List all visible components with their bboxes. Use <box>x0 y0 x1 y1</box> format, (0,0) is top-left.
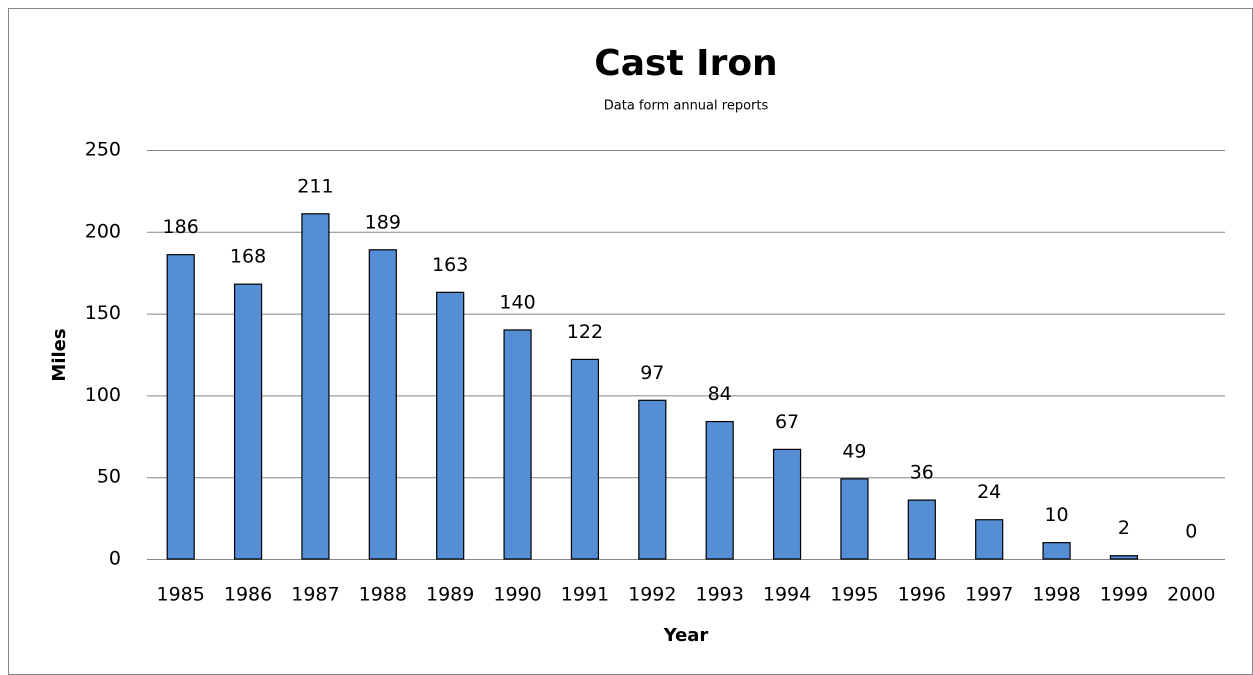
x-tick-label: 1998 <box>1032 584 1080 606</box>
bar <box>1042 542 1071 560</box>
bar <box>975 519 1004 560</box>
y-tick-label: 100 <box>85 384 121 406</box>
data-label: 0 <box>1185 521 1197 543</box>
bar <box>233 283 263 560</box>
x-tick-label: 1999 <box>1100 584 1148 606</box>
y-tick-label: 50 <box>97 466 121 488</box>
x-tick-label: 1995 <box>830 584 878 606</box>
data-label: 211 <box>297 175 333 197</box>
chart-border <box>8 8 1253 675</box>
x-tick-label: 1994 <box>763 584 811 606</box>
data-label: 122 <box>567 321 603 343</box>
bar <box>166 254 195 560</box>
bar <box>840 478 869 560</box>
data-label: 49 <box>842 440 866 462</box>
data-label: 24 <box>977 481 1001 503</box>
x-tick-label: 1990 <box>493 584 541 606</box>
x-tick-label: 1985 <box>157 584 205 606</box>
data-label: 36 <box>910 462 934 484</box>
y-tick-label: 250 <box>85 139 121 161</box>
bar <box>705 420 734 560</box>
bar <box>570 358 600 560</box>
data-label: 67 <box>775 411 799 433</box>
x-tick-label: 1986 <box>224 584 272 606</box>
data-label: 84 <box>708 383 732 405</box>
y-axis-label: Miles <box>49 328 70 381</box>
x-tick-label: 2000 <box>1167 584 1215 606</box>
data-label: 97 <box>640 362 664 384</box>
x-tick-label: 1989 <box>426 584 474 606</box>
data-label: 10 <box>1044 504 1068 526</box>
x-tick-label: 1991 <box>561 584 609 606</box>
data-label: 2 <box>1118 517 1130 539</box>
x-tick-label: 1996 <box>898 584 946 606</box>
bar <box>1109 555 1139 560</box>
bar <box>503 329 532 560</box>
y-tick-label: 200 <box>85 220 121 242</box>
bar <box>301 213 330 560</box>
data-label: 168 <box>230 246 266 268</box>
y-tick-label: 150 <box>85 302 121 324</box>
x-axis-label: Year <box>663 625 709 646</box>
bar <box>368 249 397 560</box>
x-tick-label: 1988 <box>359 584 407 606</box>
bar <box>907 499 936 560</box>
bar <box>772 448 802 560</box>
x-tick-label: 1992 <box>628 584 676 606</box>
y-tick-label: 0 <box>109 548 121 570</box>
data-label: 189 <box>365 211 401 233</box>
data-label: 140 <box>499 291 535 313</box>
data-label: 186 <box>163 216 199 238</box>
x-tick-label: 1987 <box>291 584 339 606</box>
data-label: 163 <box>432 254 468 276</box>
x-tick-label: 1997 <box>965 584 1013 606</box>
chart-title: Cast Iron <box>594 43 777 84</box>
chart-subtitle: Data form annual reports <box>604 99 769 114</box>
bar <box>638 399 667 560</box>
bar <box>436 291 465 560</box>
x-tick-label: 1993 <box>696 584 744 606</box>
